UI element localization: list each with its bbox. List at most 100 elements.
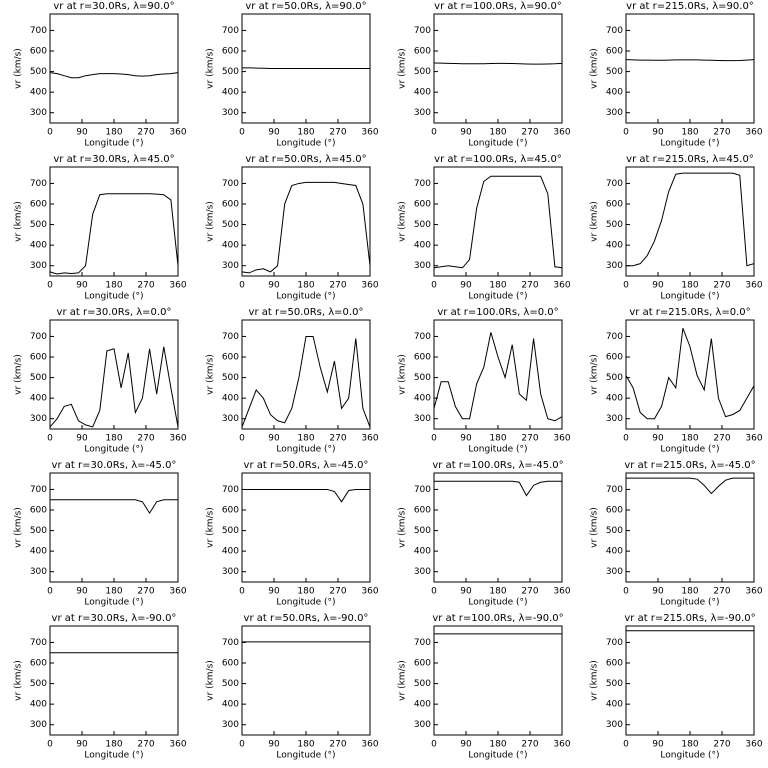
x-tick-label: 0 (623, 587, 629, 597)
y-tick-label: 300 (414, 261, 431, 271)
x-tick-label: 0 (431, 281, 437, 291)
y-tick-label: 400 (222, 241, 239, 251)
data-line (433, 62, 563, 65)
y-axis-label: vr (km/s) (398, 48, 408, 89)
x-tick-label: 360 (745, 587, 762, 597)
plot-frame (433, 13, 563, 124)
chart-title: vr at r=50.0Rs, λ=-45.0° (244, 460, 369, 471)
y-axis-label: vr (km/s) (14, 201, 24, 242)
y-tick-label: 600 (30, 47, 47, 57)
y-tick-label: 400 (222, 547, 239, 557)
x-axis-label: Longitude (°) (660, 139, 719, 149)
x-axis-label: Longitude (°) (660, 445, 719, 455)
y-axis-label: vr (km/s) (590, 201, 600, 242)
y-tick-label: 300 (30, 261, 47, 271)
y-tick-label: 300 (30, 567, 47, 577)
y-tick-label: 700 (606, 332, 623, 342)
y-tick-label: 600 (30, 200, 47, 210)
data-line (50, 499, 178, 515)
y-tick-label: 400 (414, 241, 431, 251)
y-axis-label: vr (km/s) (206, 507, 216, 548)
x-tick-label: 0 (431, 128, 437, 138)
y-tick-label: 700 (222, 332, 239, 342)
plot-frame (241, 625, 371, 736)
data-line (49, 72, 179, 79)
x-axis-label: Longitude (°) (468, 139, 527, 149)
x-tick-label: 90 (460, 434, 472, 444)
plot-frame (49, 319, 179, 430)
x-tick-label: 0 (623, 128, 629, 138)
y-tick-label: 700 (222, 179, 239, 189)
chart-title: vr at r=100.0Rs, λ=0.0° (437, 307, 558, 318)
y-tick-label: 400 (414, 394, 431, 404)
y-tick-label: 500 (30, 373, 47, 383)
y-tick-label: 600 (222, 353, 239, 363)
x-tick-label: 90 (460, 128, 472, 138)
x-tick-label: 90 (652, 434, 664, 444)
y-tick-label: 300 (222, 567, 239, 577)
chart-title: vr at r=215.0Rs, λ=0.0° (629, 307, 750, 318)
x-tick-label: 90 (76, 128, 88, 138)
x-tick-label: 180 (681, 434, 698, 444)
plot-frame (625, 13, 755, 124)
y-tick-label: 300 (222, 414, 239, 424)
data-line (433, 175, 563, 269)
x-tick-label: 0 (239, 587, 245, 597)
x-tick-label: 360 (553, 281, 570, 291)
x-tick-label: 270 (521, 281, 538, 291)
x-axis-label: Longitude (°) (84, 445, 143, 455)
y-axis-label: vr (km/s) (590, 507, 600, 548)
x-tick-label: 360 (745, 281, 762, 291)
x-tick-label: 270 (713, 128, 730, 138)
y-tick-label: 400 (222, 88, 239, 98)
y-tick-label: 300 (414, 108, 431, 118)
y-tick-label: 300 (222, 108, 239, 118)
chart-title: vr at r=215.0Rs, λ=45.0° (626, 154, 754, 165)
x-tick-label: 90 (652, 740, 664, 750)
y-tick-label: 600 (222, 659, 239, 669)
x-tick-label: 180 (105, 434, 122, 444)
y-tick-label: 500 (606, 679, 623, 689)
x-tick-label: 270 (329, 740, 346, 750)
y-tick-label: 600 (30, 659, 47, 669)
y-axis-label: vr (km/s) (14, 48, 24, 89)
x-tick-label: 180 (105, 587, 122, 597)
y-tick-label: 500 (30, 220, 47, 230)
y-tick-label: 300 (222, 720, 239, 730)
x-tick-label: 0 (239, 740, 245, 750)
y-tick-label: 500 (414, 67, 431, 77)
y-tick-label: 700 (606, 179, 623, 189)
x-axis-label: Longitude (°) (84, 139, 143, 149)
y-axis-label: vr (km/s) (14, 507, 24, 548)
x-axis-label: Longitude (°) (276, 445, 335, 455)
y-tick-label: 300 (606, 720, 623, 730)
x-tick-label: 270 (137, 740, 154, 750)
x-tick-label: 270 (137, 587, 154, 597)
y-tick-label: 600 (606, 200, 623, 210)
y-tick-label: 400 (30, 547, 47, 557)
y-tick-label: 600 (606, 353, 623, 363)
plot-frame (49, 625, 179, 736)
chart-title: vr at r=50.0Rs, λ=0.0° (249, 307, 364, 318)
y-tick-label: 600 (222, 506, 239, 516)
x-tick-label: 180 (681, 740, 698, 750)
y-tick-label: 500 (414, 526, 431, 536)
x-axis-label: Longitude (°) (84, 292, 143, 302)
y-tick-label: 300 (606, 261, 623, 271)
x-tick-label: 360 (361, 434, 378, 444)
y-axis-label: vr (km/s) (206, 660, 216, 701)
chart-title: vr at r=50.0Rs, λ=-90.0° (244, 613, 369, 624)
y-tick-label: 500 (222, 526, 239, 536)
x-tick-label: 90 (268, 434, 280, 444)
x-tick-label: 90 (76, 281, 88, 291)
y-axis-label: vr (km/s) (206, 201, 216, 242)
x-tick-label: 0 (239, 128, 245, 138)
x-tick-label: 360 (745, 434, 762, 444)
y-tick-label: 500 (222, 373, 239, 383)
x-tick-label: 360 (361, 281, 378, 291)
x-tick-label: 360 (361, 128, 378, 138)
y-tick-label: 400 (30, 700, 47, 710)
data-line (626, 477, 754, 495)
y-tick-label: 600 (606, 659, 623, 669)
y-tick-label: 600 (30, 506, 47, 516)
